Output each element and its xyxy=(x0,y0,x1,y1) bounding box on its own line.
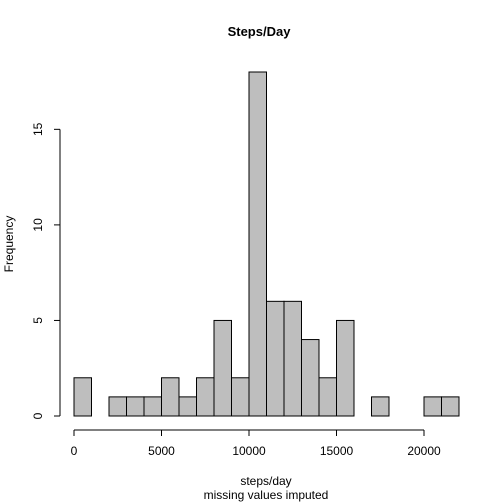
y-tick-label: 0 xyxy=(31,412,45,419)
histogram-bar xyxy=(318,377,337,417)
x-tick-label: 5000 xyxy=(148,444,175,458)
y-axis: 0 5 10 15 xyxy=(31,122,61,419)
histogram-bar xyxy=(73,377,92,417)
histogram-bar xyxy=(178,396,197,417)
y-tick-label: 10 xyxy=(31,218,45,232)
histogram-bar xyxy=(231,377,250,417)
y-axis-label: Frequency xyxy=(2,216,16,273)
bars-group xyxy=(73,71,460,417)
histogram-bar xyxy=(301,339,320,417)
histogram-bar xyxy=(441,396,460,417)
x-tick-label: 10000 xyxy=(232,444,266,458)
y-tick-label: 5 xyxy=(31,317,45,324)
histogram-bar xyxy=(371,396,390,417)
x-tick-label: 0 xyxy=(71,444,78,458)
histogram-bar xyxy=(336,319,355,417)
histogram-bar xyxy=(108,396,127,417)
histogram-bar xyxy=(266,300,285,417)
histogram-bar xyxy=(196,377,215,417)
x-axis-sublabel: missing values imputed xyxy=(204,488,329,502)
x-axis: 0 5000 10000 15000 20000 xyxy=(71,429,441,458)
histogram-bar xyxy=(283,300,302,417)
x-tick-label: 20000 xyxy=(407,444,441,458)
y-tick-label: 15 xyxy=(31,122,45,136)
histogram-bar xyxy=(161,377,180,417)
x-tick-label: 15000 xyxy=(320,444,354,458)
histogram-bar xyxy=(248,71,267,417)
x-axis-label: steps/day xyxy=(240,474,291,488)
histogram-bar xyxy=(143,396,162,417)
histogram-bar xyxy=(423,396,442,417)
histogram-bar xyxy=(126,396,145,417)
histogram-bar xyxy=(213,319,232,417)
chart-title: Steps/Day xyxy=(228,24,292,39)
